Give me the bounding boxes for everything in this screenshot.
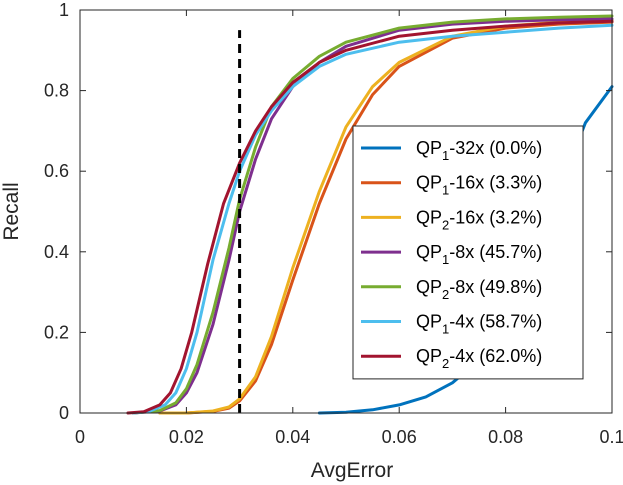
x-tick-label-0: 0 (75, 427, 85, 447)
legend-label-1: QP1-16x (3.3%) (416, 173, 542, 198)
x-tick-label-1: 0.02 (169, 427, 204, 447)
y-tick-label-0: 0 (59, 403, 69, 423)
x-axis-title: AvgError (311, 459, 393, 482)
y-tick-label-2: 0.4 (44, 242, 69, 262)
legend-label-2: QP2-16x (3.2%) (416, 207, 542, 232)
legend-label-6: QP2-4x (62.0%) (416, 346, 542, 371)
axes-box (79, 9, 613, 414)
legend: QP1-32x (0.0%) QP1-16x (3.3%) QP2-16x (3.2… (352, 125, 584, 380)
series-line-5 (131, 23, 614, 415)
series-line-4 (131, 14, 614, 415)
legend-label-3: QP1-8x (45.7%) (416, 242, 542, 267)
y-tick-label-5: 1 (59, 0, 69, 20)
legend-label-5: QP1-4x (58.7%) (416, 312, 542, 337)
y-tick-label-3: 0.6 (44, 161, 69, 181)
legend-label-4: QP2-8x (49.8%) (416, 277, 542, 302)
y-tick-label-4: 0.8 (44, 81, 69, 101)
y-tick-label-1: 0.2 (44, 322, 69, 342)
x-tick-label-3: 0.06 (382, 427, 417, 447)
series-layer (126, 14, 614, 415)
series-line-3 (131, 17, 614, 415)
x-tick-label-5: 0.1 (599, 427, 623, 447)
ticks-layer: 0 0.02 0.04 0.06 0.08 0.1 0 0.2 0.4 0.6 0.8 1 (44, 0, 623, 447)
x-tick-label-2: 0.04 (275, 427, 310, 447)
legend-label-0: QP1-32x (0.0%) (416, 138, 542, 163)
series-line-6 (126, 19, 614, 415)
y-axis-title: Recall (0, 182, 23, 240)
axes-layer (79, 9, 613, 414)
series-line-2 (158, 18, 614, 415)
x-tick-label-4: 0.08 (488, 427, 523, 447)
